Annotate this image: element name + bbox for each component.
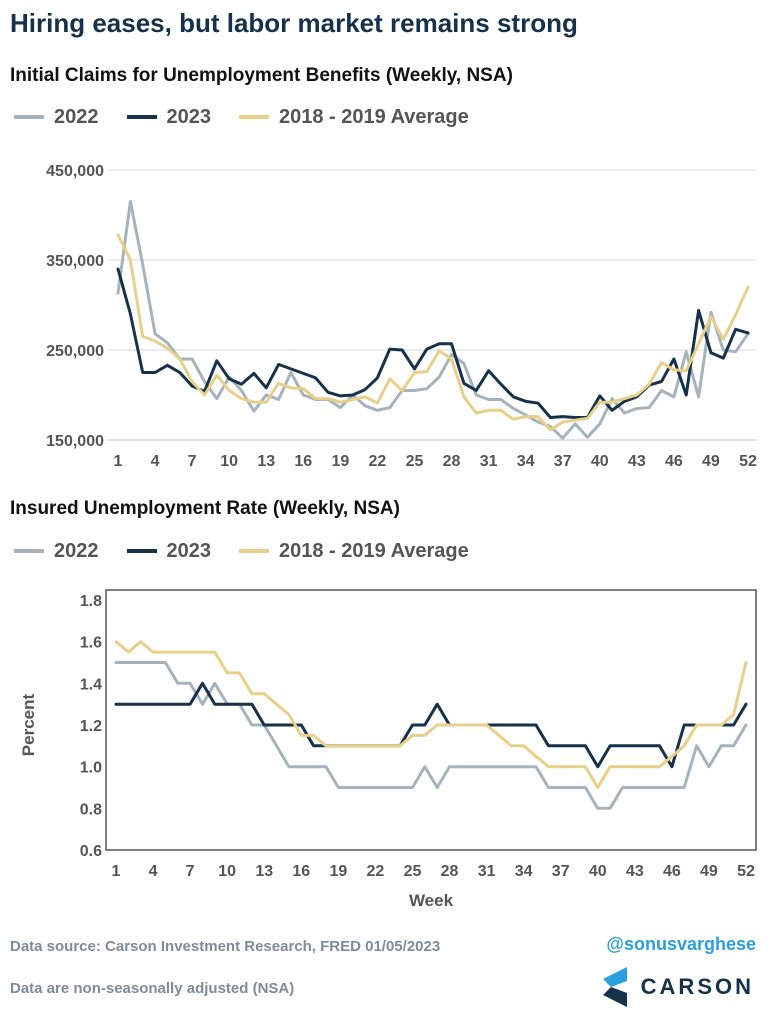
series-line-2023 bbox=[114, 681, 748, 769]
x-tick-label: 7 bbox=[186, 863, 195, 880]
x-tick-label: 43 bbox=[626, 863, 644, 880]
legend-claims: 2022 2023 2018 - 2019 Average bbox=[14, 104, 469, 130]
x-tick-label: 34 bbox=[517, 453, 535, 470]
legend-label-2022: 2022 bbox=[54, 105, 99, 128]
y-tick-label: 0.8 bbox=[80, 801, 102, 818]
x-tick-label: 28 bbox=[441, 863, 459, 880]
x-tick-label: 10 bbox=[218, 863, 236, 880]
y-tick-label: 0.6 bbox=[80, 843, 102, 860]
carson-logo-icon bbox=[602, 967, 627, 1007]
x-tick-label: 25 bbox=[404, 863, 422, 880]
legend-item-2022: 2022 bbox=[14, 106, 99, 129]
legend-swatch-2022 bbox=[14, 549, 44, 553]
y-tick-label: 450,000 bbox=[46, 163, 104, 180]
plot-frame bbox=[105, 589, 757, 851]
x-tick-label: 25 bbox=[406, 453, 424, 470]
legend-label-2023: 2023 bbox=[166, 105, 212, 128]
page-title: Hiring eases, but labor market remains s… bbox=[10, 8, 578, 38]
x-tick-label: 34 bbox=[515, 863, 533, 880]
y-tick-label: 1.0 bbox=[80, 760, 102, 777]
series-line-2023 bbox=[116, 267, 750, 419]
y-tick-label: 1.6 bbox=[80, 635, 102, 652]
chart-title-claims: Initial Claims for Unemployment Benefits… bbox=[10, 65, 513, 86]
x-tick-label: 13 bbox=[257, 453, 275, 470]
y-tick-label: 1.4 bbox=[80, 676, 102, 693]
x-tick-label: 52 bbox=[737, 863, 755, 880]
series-line-2022 bbox=[114, 661, 748, 810]
carson-logo-text: CARSON bbox=[640, 974, 754, 999]
x-tick-label: 10 bbox=[220, 453, 238, 470]
x-tick-label: 13 bbox=[255, 863, 273, 880]
y-tick-label: 350,000 bbox=[46, 253, 104, 270]
twitter-handle[interactable]: @sonusvarghese bbox=[606, 934, 756, 954]
x-tick-label: 19 bbox=[329, 863, 347, 880]
y-tick-label: 250,000 bbox=[46, 343, 104, 360]
series-line-2022 bbox=[116, 200, 750, 440]
claims-chart: 150,000 250,000 350,000 450,000 1 4 7 10 13 16 19 2… bbox=[46, 163, 757, 470]
legend-item-average: 2018 - 2019 Average bbox=[239, 106, 469, 129]
x-tick-label: 1 bbox=[112, 863, 121, 880]
x-tick-label: 40 bbox=[591, 453, 609, 470]
y-tick-label: 1.8 bbox=[80, 593, 102, 610]
legend-item-2022: 2022 bbox=[14, 540, 99, 563]
y-tick-label: 150,000 bbox=[46, 433, 104, 450]
legend-item-2023: 2023 bbox=[126, 539, 212, 563]
x-tick-label: 22 bbox=[369, 453, 387, 470]
x-tick-label: 31 bbox=[480, 453, 498, 470]
legend-label-average: 2018 - 2019 Average bbox=[279, 539, 469, 562]
y-axis-title: Percent bbox=[19, 693, 38, 756]
x-axis-title: Week bbox=[409, 891, 454, 910]
insured-chart: 0.6 0.8 1.0 1.2 1.4 1.6 1.8 1 4 7 10 13 16 19 22 25 28 31… bbox=[19, 589, 757, 910]
x-tick-label: 46 bbox=[663, 863, 681, 880]
legend-insured: 2022 2023 2018 - 2019 Average bbox=[14, 538, 469, 564]
x-tick-label: 49 bbox=[700, 863, 718, 880]
legend-swatch-2023 bbox=[126, 115, 157, 119]
x-tick-label: 46 bbox=[665, 453, 683, 470]
series-line-average bbox=[116, 233, 750, 432]
x-tick-label: 43 bbox=[628, 453, 646, 470]
x-tick-label: 4 bbox=[149, 863, 158, 880]
x-tick-label: 22 bbox=[367, 863, 385, 880]
x-tick-label: 7 bbox=[188, 453, 197, 470]
legend-swatch-2022 bbox=[14, 115, 44, 119]
x-tick-label: 1 bbox=[114, 453, 123, 470]
legend-item-average: 2018 - 2019 Average bbox=[239, 540, 469, 563]
legend-swatch-average bbox=[239, 549, 269, 553]
chart-title-insured: Insured Unemployment Rate (Weekly, NSA) bbox=[10, 498, 400, 519]
legend-label-2023: 2023 bbox=[166, 539, 212, 562]
x-tick-label: 4 bbox=[151, 453, 160, 470]
legend-label-average: 2018 - 2019 Average bbox=[279, 105, 469, 128]
x-tick-label: 16 bbox=[292, 863, 310, 880]
x-tick-label: 31 bbox=[478, 863, 496, 880]
legend-label-2022: 2022 bbox=[54, 539, 99, 562]
x-tick-label: 37 bbox=[552, 863, 570, 880]
nsa-note: Data are non-seasonally adjusted (NSA) bbox=[10, 980, 295, 997]
legend-swatch-average bbox=[239, 115, 269, 119]
legend-swatch-2023 bbox=[126, 549, 157, 553]
y-tick-label: 1.2 bbox=[80, 718, 102, 735]
x-tick-label: 40 bbox=[589, 863, 607, 880]
x-tick-label: 16 bbox=[294, 453, 312, 470]
series-line-average bbox=[114, 640, 748, 789]
x-tick-label: 37 bbox=[554, 453, 572, 470]
x-tick-label: 19 bbox=[331, 453, 349, 470]
carson-logo: CARSON bbox=[602, 965, 754, 1009]
legend-item-2023: 2023 bbox=[126, 105, 212, 129]
x-tick-label: 52 bbox=[739, 453, 757, 470]
x-tick-label: 28 bbox=[443, 453, 461, 470]
data-source-note: Data source: Carson Investment Research,… bbox=[10, 938, 441, 955]
x-tick-label: 49 bbox=[702, 453, 720, 470]
